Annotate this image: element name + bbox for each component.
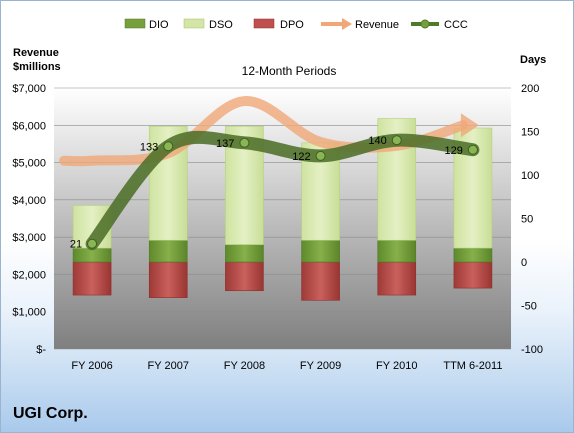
- legend-label-dpo: DPO: [280, 19, 304, 31]
- left-tick-label: $-: [36, 344, 46, 356]
- left-tick-label: $2,000: [12, 269, 46, 281]
- dio-bar: [148, 239, 188, 263]
- category-label: FY 2008: [224, 360, 265, 372]
- dpo-bar: [377, 261, 417, 296]
- dio-bar: [377, 239, 417, 263]
- ccc-data-label: 122: [292, 151, 310, 163]
- legend-swatch-ccc: [411, 19, 439, 29]
- legend-swatch-dpo: [253, 18, 275, 29]
- ccc-point: [391, 135, 402, 146]
- dio-bar: [301, 239, 340, 263]
- right-tick-label: 50: [521, 214, 533, 226]
- category-label: FY 2010: [376, 360, 417, 372]
- ccc-data-label: 21: [70, 239, 82, 251]
- legend-swatch-revenue: [321, 18, 352, 30]
- right-tick-label: 100: [521, 170, 539, 182]
- left-axis: $- $1,000 $2,000 $3,000 $4,000 $5,000 $6,000 $7…: [12, 83, 46, 356]
- chart-subtitle: 12-Month Periods: [242, 64, 337, 78]
- left-tick-label: $1,000: [12, 307, 46, 319]
- legend-swatch-dio: [124, 18, 146, 29]
- right-tick-label: -100: [521, 344, 543, 356]
- legend-label-revenue: Revenue: [355, 19, 399, 31]
- category-label: TTM 6-2011: [443, 360, 502, 372]
- dpo-bar: [72, 261, 112, 296]
- ccc-data-label: 133: [140, 141, 158, 153]
- plot-area: [54, 88, 511, 349]
- chart-legend: DIO DSO DPO Revenue CCC: [124, 18, 468, 31]
- left-tick-label: $7,000: [12, 83, 46, 95]
- left-tick-label: $5,000: [12, 158, 46, 170]
- category-axis: FY 2006 FY 2007 FY 2008 FY 2009 FY 2010 TTM 6…: [71, 360, 502, 372]
- category-label: FY 2009: [300, 360, 341, 372]
- ccc-point: [315, 150, 326, 161]
- ccc-data-label: 137: [216, 138, 234, 150]
- left-tick-label: $3,000: [12, 232, 46, 244]
- ccc-point: [239, 137, 250, 148]
- legend-label-ccc: CCC: [444, 19, 468, 31]
- dio-bar: [225, 244, 264, 263]
- dpo-bar: [301, 261, 340, 301]
- right-axis-title: Days: [520, 54, 546, 66]
- dpo-bar: [225, 261, 264, 292]
- revenue-arrowhead: [460, 113, 479, 138]
- left-tick-label: $6,000: [12, 120, 46, 132]
- right-tick-label: 200: [521, 83, 539, 95]
- ccc-point: [163, 141, 174, 152]
- left-tick-label: $4,000: [12, 195, 46, 207]
- ccc-data-label: 129: [445, 145, 463, 157]
- dpo-bar: [453, 261, 493, 289]
- category-label: FY 2007: [148, 360, 189, 372]
- right-tick-label: 0: [521, 257, 527, 269]
- gridlines: [54, 87, 511, 350]
- legend-label-dio: DIO: [149, 19, 169, 31]
- right-tick-label: -50: [521, 301, 537, 313]
- dpo-bar: [148, 261, 188, 298]
- left-axis-title-line1: Revenue: [13, 47, 59, 59]
- dio-bar: [453, 247, 493, 263]
- right-tick-label: 150: [521, 127, 539, 139]
- company-name: UGI Corp.: [13, 405, 88, 422]
- legend-swatch-dso: [183, 18, 205, 29]
- ccc-data-labels: 21 133 137 122 140 129: [70, 135, 463, 251]
- trend-lines: [59, 96, 480, 251]
- right-axis: -100 -50 0 50 100 150 200: [521, 83, 543, 356]
- legend-label-dso: DSO: [209, 19, 233, 31]
- category-label: FY 2006: [71, 360, 112, 372]
- ccc-point: [87, 238, 98, 249]
- left-axis-title-line2: $millions: [13, 61, 61, 73]
- ccc-point: [467, 144, 478, 155]
- ccc-data-label: 140: [368, 135, 386, 147]
